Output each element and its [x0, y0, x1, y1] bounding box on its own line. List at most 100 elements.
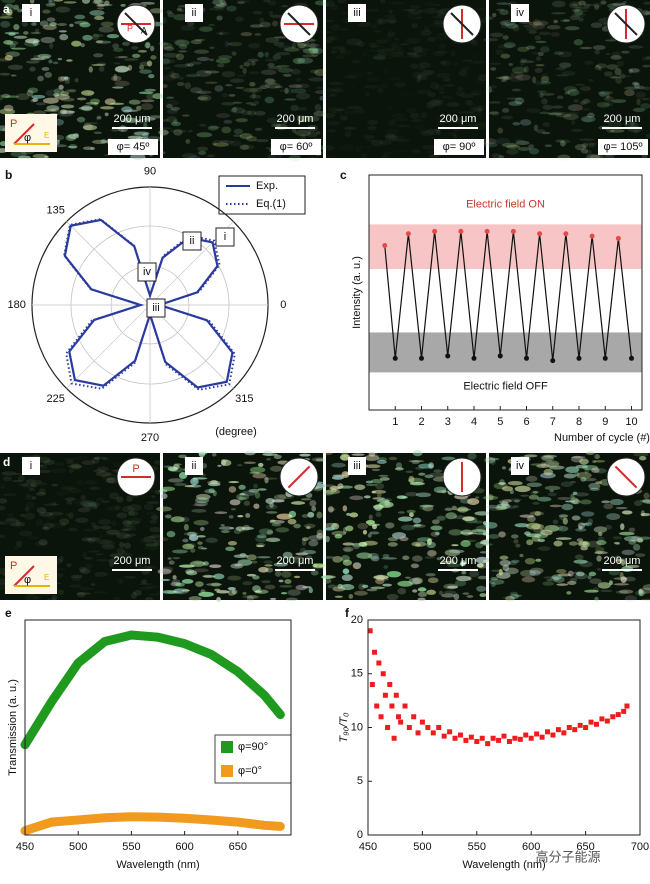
texture [231, 51, 237, 56]
texture [17, 8, 22, 13]
texture [636, 98, 641, 106]
texture [76, 480, 84, 486]
marker [510, 228, 516, 234]
texture [430, 531, 440, 537]
texture [47, 598, 57, 602]
texture [511, 66, 527, 74]
texture [143, 503, 154, 511]
texture [385, 35, 392, 41]
texture [530, 463, 547, 466]
texture [203, 575, 216, 578]
texture [35, 492, 47, 496]
texture [59, 109, 67, 115]
texture [329, 93, 337, 97]
texture [0, 505, 6, 511]
watermark: 高分子能源 [535, 850, 600, 866]
texture [38, 488, 46, 495]
texture [473, 93, 481, 96]
texture [213, 573, 225, 580]
texture [90, 583, 96, 587]
texture [583, 589, 599, 593]
texture [615, 555, 620, 560]
texture [253, 503, 260, 509]
marker [615, 235, 621, 241]
texture [191, 508, 207, 513]
texture [31, 22, 37, 26]
texture [543, 468, 554, 476]
texture [398, 516, 413, 522]
texture [586, 113, 595, 118]
texture [642, 56, 650, 60]
texture [515, 74, 531, 81]
texture [82, 551, 88, 559]
texture [190, 548, 196, 553]
texture [375, 512, 382, 518]
texture [261, 580, 271, 584]
point [528, 735, 534, 741]
texture [95, 40, 112, 44]
scale-label: 200 μm [114, 113, 151, 125]
texture [351, 85, 355, 89]
texture [264, 476, 269, 484]
texture [448, 529, 463, 536]
point [391, 735, 397, 741]
texture [624, 595, 637, 603]
texture [164, 514, 172, 519]
label-box [511, 457, 529, 475]
point [577, 722, 583, 728]
texture [452, 63, 459, 65]
texture [594, 65, 602, 70]
texture [207, 154, 215, 158]
texture [0, 16, 13, 19]
texture [512, 24, 520, 32]
texture [23, 31, 29, 35]
marker [563, 231, 569, 237]
texture [479, 593, 487, 598]
texture [21, 21, 28, 27]
texture [501, 486, 514, 492]
texture [322, 0, 335, 8]
texture [234, 563, 241, 567]
texture [74, 20, 89, 25]
texture [533, 80, 545, 86]
texture [442, 77, 451, 82]
texture [264, 78, 277, 86]
texture [174, 64, 191, 68]
texture [500, 501, 509, 507]
texture [170, 516, 185, 523]
texture [248, 488, 260, 493]
texture [532, 23, 546, 30]
texture [272, 20, 278, 27]
texture [159, 489, 168, 493]
texture [308, 587, 313, 594]
texture [158, 41, 168, 46]
texture [205, 81, 218, 84]
texture [73, 133, 79, 137]
texture [555, 113, 572, 118]
texture [583, 3, 596, 7]
texture [236, 493, 250, 501]
texture [536, 90, 548, 93]
point [398, 719, 404, 725]
texture [635, 590, 646, 596]
texture [568, 541, 579, 546]
texture [14, 472, 24, 476]
texture [604, 102, 614, 107]
texture [495, 49, 504, 56]
texture [511, 88, 521, 92]
texture [55, 6, 71, 13]
texture [481, 138, 497, 145]
texture [181, 579, 194, 584]
texture [440, 560, 456, 565]
texture [502, 35, 509, 40]
texture [265, 537, 281, 543]
texture [560, 140, 566, 147]
texture [531, 535, 541, 542]
texture [122, 525, 137, 532]
texture [13, 23, 20, 31]
texture [555, 139, 565, 143]
texture [509, 591, 518, 596]
texture [249, 87, 263, 93]
point [545, 729, 551, 735]
